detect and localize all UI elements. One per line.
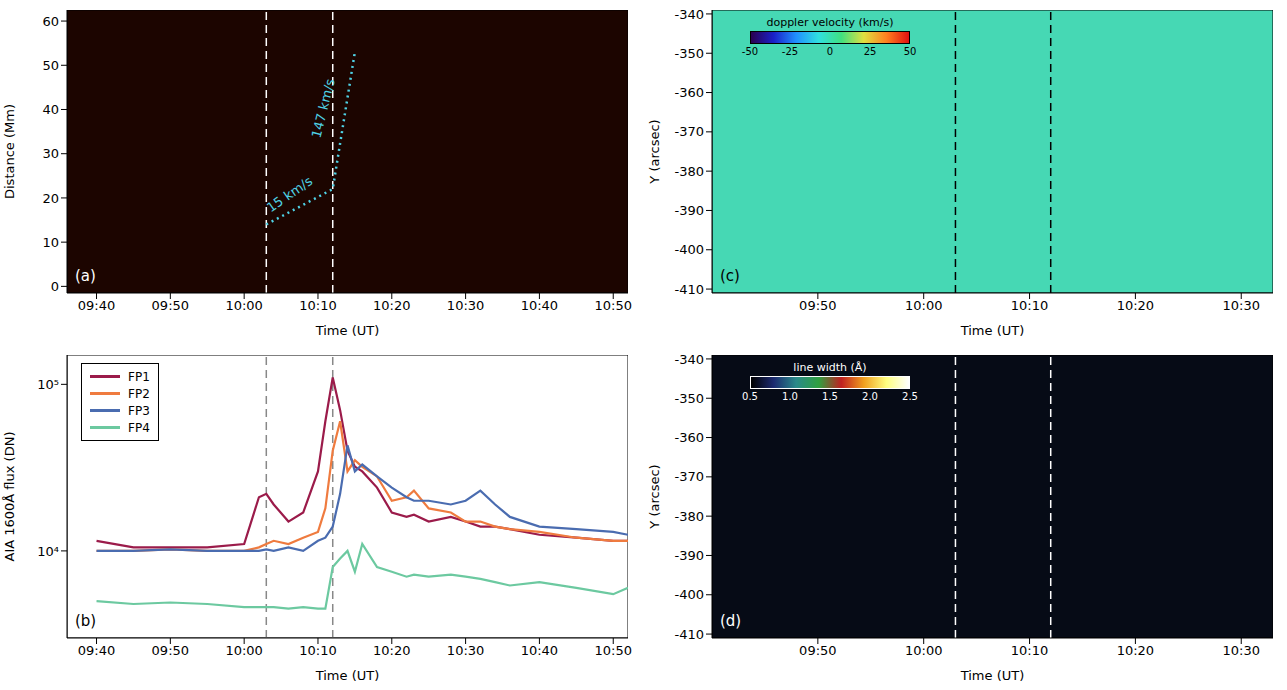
svg-text:10:20: 10:20 xyxy=(1117,298,1154,313)
svg-text:10:50: 10:50 xyxy=(595,643,632,658)
svg-text:09:50: 09:50 xyxy=(799,643,836,658)
svg-text:10:00: 10:00 xyxy=(905,643,942,658)
svg-text:-380: -380 xyxy=(674,164,704,179)
svg-text:40: 40 xyxy=(42,102,59,117)
svg-text:Time (UT): Time (UT) xyxy=(315,668,380,683)
svg-text:AIA 1600Å flux (DN): AIA 1600Å flux (DN) xyxy=(2,432,17,562)
svg-text:10⁴: 10⁴ xyxy=(37,544,59,559)
svg-text:10:10: 10:10 xyxy=(1011,643,1048,658)
html-text:1.0: 1.0 xyxy=(782,391,798,402)
svg-text:10:10: 10:10 xyxy=(299,643,336,658)
svg-text:-360: -360 xyxy=(674,85,704,100)
svg-text:-340: -340 xyxy=(674,352,704,367)
svg-text:10:00: 10:00 xyxy=(905,298,942,313)
svg-text:-390: -390 xyxy=(674,203,704,218)
svg-text:10:20: 10:20 xyxy=(373,643,410,658)
svg-text:15 km/s: 15 km/s xyxy=(264,173,315,215)
html-text:line width (Å): line width (Å) xyxy=(793,361,867,374)
svg-text:10:30: 10:30 xyxy=(1223,643,1260,658)
svg-text:-410: -410 xyxy=(674,627,704,642)
svg-text:Distance (Mm): Distance (Mm) xyxy=(2,104,17,199)
svg-text:30: 30 xyxy=(42,146,59,161)
html-text:0: 0 xyxy=(826,46,834,57)
svg-text:20: 20 xyxy=(42,191,59,206)
html-text:(a): (a) xyxy=(75,267,96,285)
svg-text:147 km/s: 147 km/s xyxy=(309,77,338,139)
svg-text:50: 50 xyxy=(42,58,59,73)
svg-text:-370: -370 xyxy=(674,124,704,139)
svg-text:-380: -380 xyxy=(674,509,704,524)
svg-text:-410: -410 xyxy=(674,282,704,297)
svg-text:10:10: 10:10 xyxy=(299,298,336,313)
svg-text:-370: -370 xyxy=(674,469,704,484)
html-text:25: 25 xyxy=(863,46,877,57)
html-text:2.5: 2.5 xyxy=(902,391,918,402)
svg-text:10:20: 10:20 xyxy=(373,298,410,313)
html-text:-25: -25 xyxy=(781,46,799,57)
svg-text:10⁵: 10⁵ xyxy=(37,377,59,392)
svg-text:0: 0 xyxy=(51,279,59,294)
svg-text:10:10: 10:10 xyxy=(1011,298,1048,313)
svg-text:Time (UT): Time (UT) xyxy=(960,323,1025,338)
html-text:-50: -50 xyxy=(741,46,759,57)
svg-text:10: 10 xyxy=(42,235,59,250)
svg-text:60: 60 xyxy=(42,14,59,29)
svg-text:Y (arcsec): Y (arcsec) xyxy=(647,464,662,529)
svg-text:09:50: 09:50 xyxy=(799,298,836,313)
svg-text:10:30: 10:30 xyxy=(447,643,484,658)
html-text:FP4: FP4 xyxy=(128,420,150,435)
svg-text:10:00: 10:00 xyxy=(225,643,262,658)
svg-text:Y (arcsec): Y (arcsec) xyxy=(647,119,662,184)
svg-text:10:50: 10:50 xyxy=(595,298,632,313)
svg-text:10:40: 10:40 xyxy=(521,643,558,658)
svg-text:09:40: 09:40 xyxy=(78,298,115,313)
html-text:FP2: FP2 xyxy=(128,386,150,401)
svg-text:09:50: 09:50 xyxy=(152,643,189,658)
html-text:FP1: FP1 xyxy=(128,369,150,384)
svg-text:10:20: 10:20 xyxy=(1117,643,1154,658)
svg-text:-400: -400 xyxy=(674,242,704,257)
html-text:0.5: 0.5 xyxy=(742,391,758,402)
svg-text:10:40: 10:40 xyxy=(521,298,558,313)
html-text:doppler velocity (km/s): doppler velocity (km/s) xyxy=(766,16,894,29)
svg-text:-350: -350 xyxy=(674,46,704,61)
html-text:(b): (b) xyxy=(75,612,97,630)
svg-text:Time (UT): Time (UT) xyxy=(960,668,1025,683)
svg-text:Time (UT): Time (UT) xyxy=(315,323,380,338)
svg-text:-400: -400 xyxy=(674,587,704,602)
svg-text:10:30: 10:30 xyxy=(1223,298,1260,313)
svg-text:09:50: 09:50 xyxy=(152,298,189,313)
svg-text:10:30: 10:30 xyxy=(447,298,484,313)
svg-text:09:40: 09:40 xyxy=(78,643,115,658)
svg-text:-340: -340 xyxy=(674,7,704,22)
html-text:FP3: FP3 xyxy=(128,403,150,418)
svg-text:-360: -360 xyxy=(674,430,704,445)
svg-text:-350: -350 xyxy=(674,391,704,406)
html-text:2.0: 2.0 xyxy=(862,391,878,402)
html-text:50: 50 xyxy=(903,46,917,57)
html-text:1.5: 1.5 xyxy=(822,391,838,402)
html-text:(d): (d) xyxy=(720,612,742,630)
html-text:(c): (c) xyxy=(720,267,740,285)
svg-text:10:00: 10:00 xyxy=(225,298,262,313)
svg-text:-390: -390 xyxy=(674,548,704,563)
